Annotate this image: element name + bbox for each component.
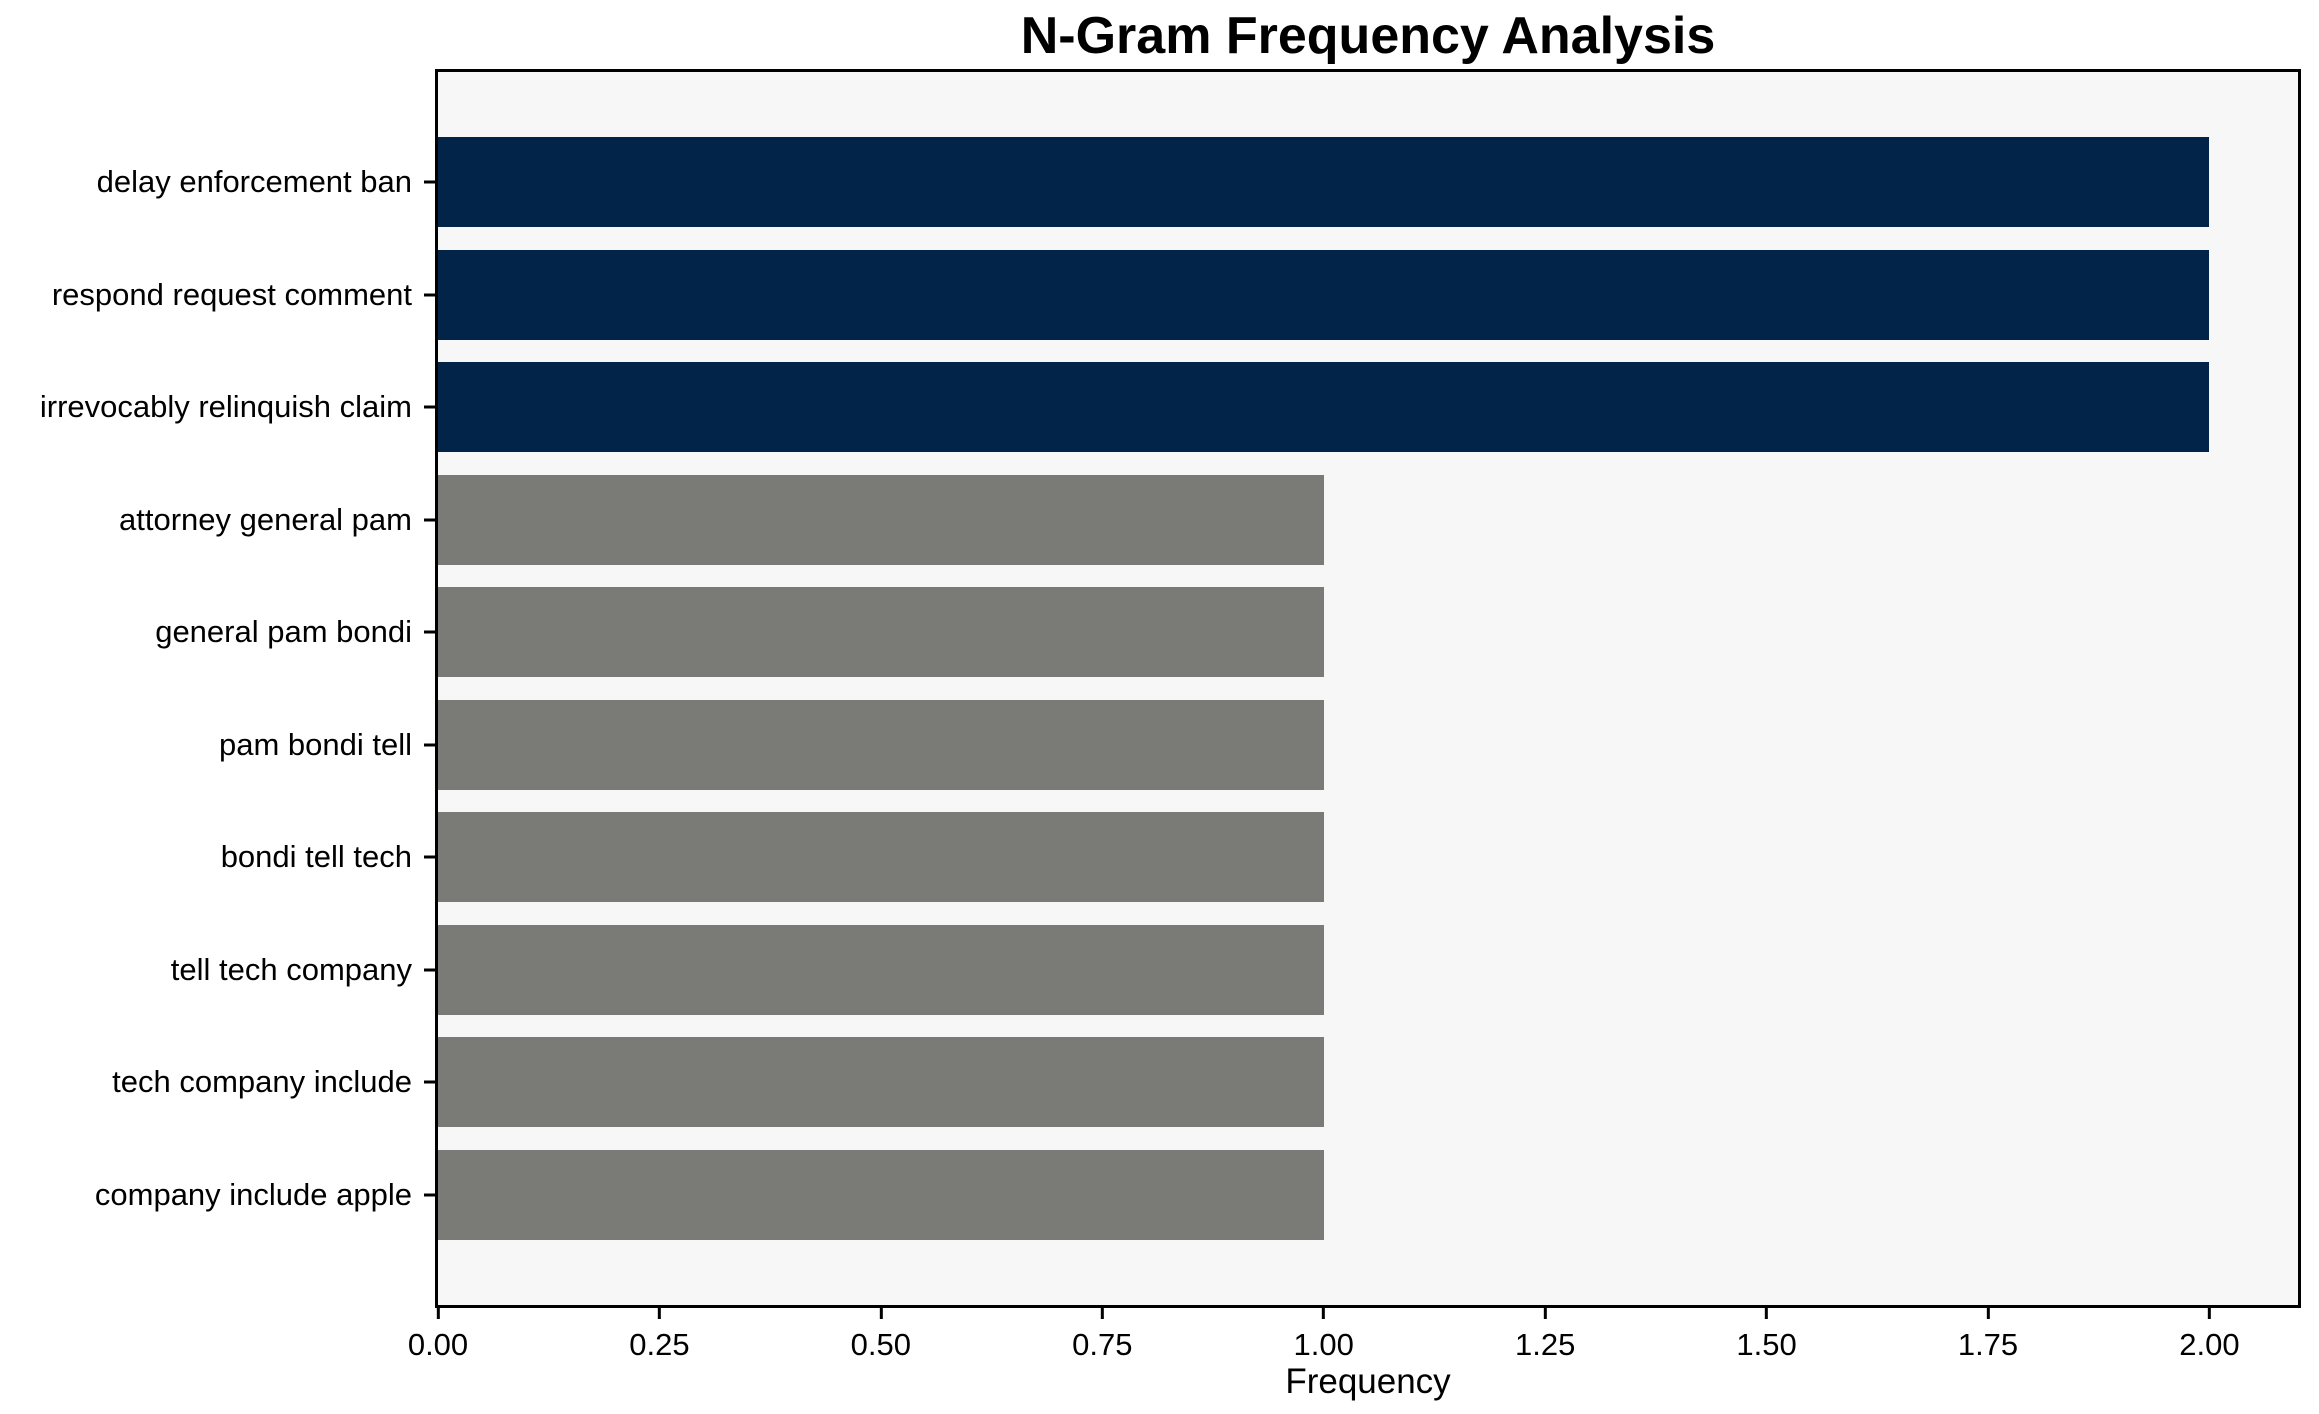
- bar-row: tech company include: [112, 1026, 2298, 1139]
- bar: [438, 1149, 1324, 1240]
- x-axis-ticks: 0.00 0.25 0.50 0.75 1.00 1.25 1.50 1.75 2.00: [408, 1305, 2298, 1375]
- bar: [438, 812, 1324, 903]
- bar-row: irrevocably relinquish claim: [40, 351, 2298, 464]
- x-tick-label: 1.25: [1514, 1327, 1576, 1362]
- bar: [438, 699, 1324, 790]
- bar: [438, 362, 2210, 453]
- bar-row: bondi tell tech: [221, 801, 2298, 914]
- bar-row: tell tech company: [171, 914, 2298, 1027]
- bar-row: company include apple: [95, 1139, 2298, 1252]
- x-tick-label: 0.50: [850, 1327, 912, 1362]
- bar: [438, 474, 1324, 565]
- bar-row: attorney general pam: [119, 464, 2298, 577]
- y-tick-label: bondi tell tech: [220, 839, 412, 875]
- x-tick-label: 0.00: [407, 1327, 469, 1362]
- y-tick-mark: [424, 405, 438, 409]
- x-tick-mark: [1543, 1305, 1547, 1319]
- x-tick: 0.25: [629, 1305, 690, 1363]
- x-tick-label: 1.75: [1957, 1327, 2019, 1362]
- bar-row: general pam bondi: [155, 576, 2298, 689]
- y-tick-mark: [424, 968, 438, 972]
- x-tick: 0.50: [851, 1305, 911, 1363]
- bar: [438, 924, 1324, 1015]
- bar-row: delay enforcement ban: [97, 126, 2298, 239]
- x-tick: 1.50: [1736, 1305, 1797, 1363]
- plot-area: delay enforcement ban respond request com…: [40, 69, 2301, 1308]
- x-tick-mark: [879, 1305, 883, 1319]
- y-tick-label: attorney general pam: [119, 501, 412, 537]
- x-tick-mark: [436, 1305, 440, 1319]
- x-tick-label: 0.25: [629, 1327, 690, 1362]
- y-tick-mark: [424, 743, 438, 747]
- x-tick-label: 2.00: [2179, 1327, 2240, 1362]
- bar-row: respond request comment: [52, 239, 2298, 352]
- y-tick-label: respond request comment: [51, 276, 412, 312]
- bar: [438, 137, 2210, 228]
- x-tick: 1.75: [1958, 1305, 2018, 1363]
- y-tick-mark: [424, 180, 438, 184]
- x-tick-mark: [1765, 1305, 1769, 1319]
- x-tick-mark: [2207, 1305, 2211, 1319]
- x-tick-label: 1.00: [1293, 1327, 1354, 1362]
- y-tick-label: delay enforcement ban: [96, 164, 412, 200]
- x-tick-label: 1.50: [1736, 1327, 1797, 1362]
- x-tick-mark: [657, 1305, 661, 1319]
- x-axis-label: Frequency: [1285, 1362, 1451, 1401]
- bar: [438, 587, 1324, 678]
- bar: [438, 1037, 1324, 1128]
- chart-title: N-Gram Frequency Analysis: [1020, 7, 1716, 65]
- y-tick-label: tell tech company: [170, 951, 412, 987]
- x-tick: 0.75: [1072, 1305, 1132, 1363]
- y-tick-mark: [424, 630, 438, 634]
- x-tick: 2.00: [2179, 1305, 2240, 1363]
- y-tick-label: tech company include: [112, 1064, 412, 1100]
- bar: [438, 249, 2210, 340]
- x-tick-mark: [1100, 1305, 1104, 1319]
- y-tick-label: irrevocably relinquish claim: [39, 389, 412, 425]
- bar-row: pam bondi tell: [219, 689, 2298, 802]
- x-tick: 1.25: [1515, 1305, 1575, 1363]
- x-tick: 1.00: [1294, 1305, 1354, 1363]
- x-tick: 0.00: [408, 1305, 468, 1363]
- bars-container: delay enforcement ban respond request com…: [40, 126, 2298, 1252]
- y-tick-label: pam bondi tell: [218, 726, 412, 762]
- y-tick-mark: [424, 855, 438, 859]
- y-tick-mark: [424, 1080, 438, 1084]
- y-tick-label: company include apple: [94, 1176, 412, 1212]
- y-tick-mark: [424, 518, 438, 522]
- x-tick-label: 0.75: [1072, 1327, 1133, 1362]
- y-tick-label: general pam bondi: [155, 614, 412, 650]
- y-tick-mark: [424, 293, 438, 297]
- x-tick-mark: [1322, 1305, 1326, 1319]
- y-tick-mark: [424, 1193, 438, 1197]
- x-tick-mark: [1986, 1305, 1990, 1319]
